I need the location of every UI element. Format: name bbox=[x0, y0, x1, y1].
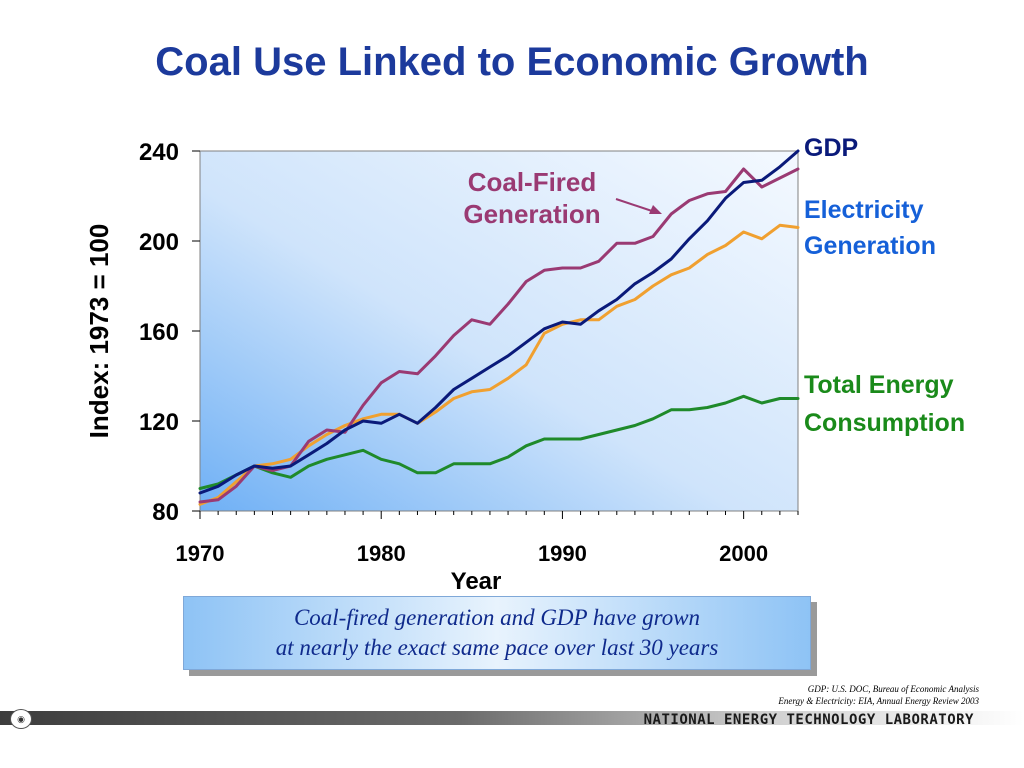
x-tick-label: 1990 bbox=[538, 541, 587, 566]
y-tick-label: 120 bbox=[139, 409, 179, 436]
y-tick-label: 160 bbox=[139, 319, 179, 346]
legend-electricity-line-1: Electricity bbox=[804, 196, 924, 224]
source-note: GDP: U.S. DOC, Bureau of Economic Analys… bbox=[778, 683, 979, 707]
y-tick-label: 80 bbox=[152, 499, 179, 526]
legend: GDP Electricity Generation Total Energy … bbox=[804, 134, 965, 437]
doe-logo-icon: ◉ bbox=[10, 709, 32, 729]
series-line-coal-fired-generation bbox=[198, 167, 800, 504]
y-tick-label: 240 bbox=[139, 139, 179, 166]
legend-gdp: GDP bbox=[804, 134, 858, 162]
axes: 80 120 160 200 240 1970 1980 1990 2000 bbox=[139, 139, 799, 566]
slide-title: Coal Use Linked to Economic Growth bbox=[155, 40, 869, 84]
summary-callout: Coal-fired generation and GDP have grown… bbox=[183, 596, 811, 670]
series-line-gdp bbox=[198, 149, 800, 495]
x-tick-label: 2000 bbox=[719, 541, 768, 566]
x-tick-label: 1970 bbox=[176, 541, 225, 566]
y-axis-label: Index: 1973 = 100 bbox=[84, 224, 114, 439]
footer-org-name: NATIONAL ENERGY TECHNOLOGY LABORATORY bbox=[643, 712, 974, 728]
series-lines bbox=[198, 149, 800, 506]
footer-bar bbox=[0, 711, 1024, 725]
legend-energy-line-1: Total Energy bbox=[804, 371, 954, 399]
y-tick-label: 200 bbox=[139, 229, 179, 256]
annotation-line-1: Coal-Fired bbox=[468, 167, 597, 197]
annotation-arrowhead bbox=[649, 205, 662, 214]
x-tick-label: 1980 bbox=[357, 541, 406, 566]
source-line-2: Energy & Electricity: EIA, Annual Energy… bbox=[778, 696, 979, 706]
annotation-line-2: Generation bbox=[463, 199, 600, 229]
callout-line-1: Coal-fired generation and GDP have grown bbox=[293, 605, 701, 630]
coal-fired-annotation: Coal-Fired Generation bbox=[463, 167, 662, 229]
series-line-total-energy-consumption bbox=[198, 394, 800, 490]
legend-energy-line-2: Consumption bbox=[804, 409, 965, 437]
legend-electricity-line-2: Generation bbox=[804, 232, 936, 260]
annotation-arrow bbox=[615, 198, 656, 213]
callout-line-2: at nearly the exact same pace over last … bbox=[275, 635, 719, 660]
x-axis-label: Year bbox=[451, 568, 502, 595]
source-line-1: GDP: U.S. DOC, Bureau of Economic Analys… bbox=[807, 684, 979, 694]
